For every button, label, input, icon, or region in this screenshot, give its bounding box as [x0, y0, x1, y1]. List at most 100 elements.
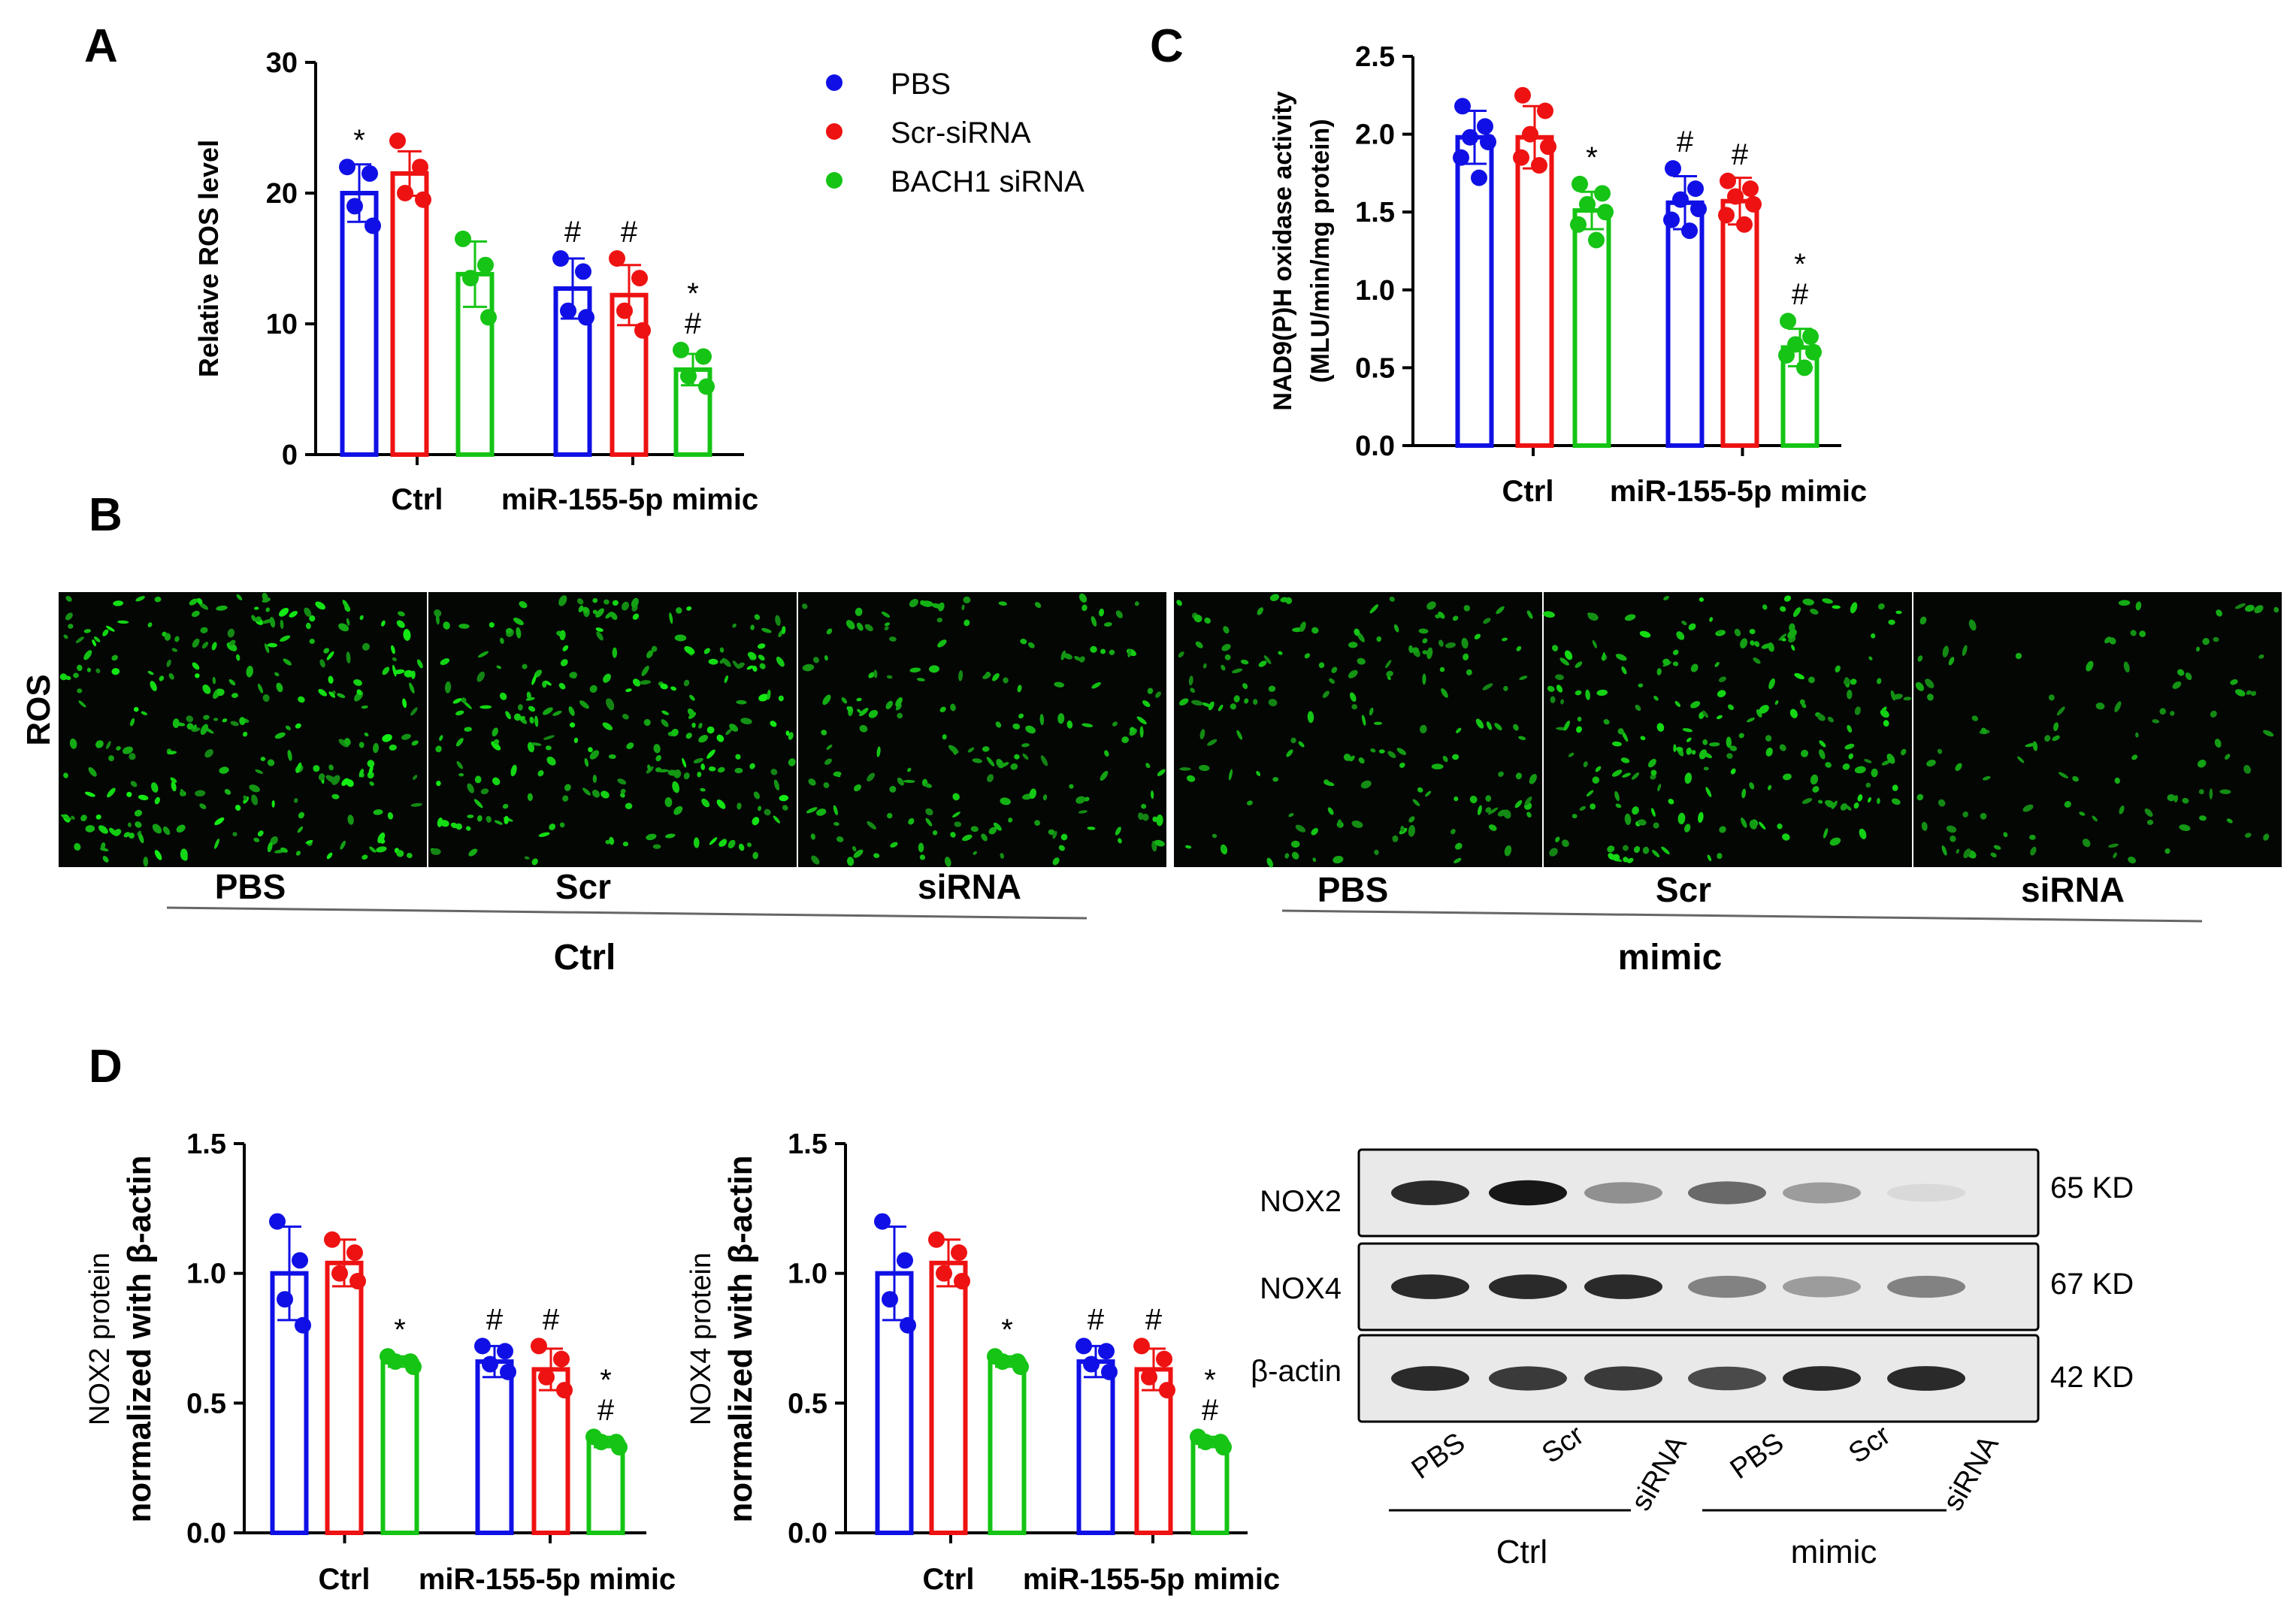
bar-pbs-1 — [1455, 134, 1494, 449]
significance-mark: # — [1732, 138, 1749, 171]
cell-signal — [134, 809, 143, 817]
cell-signal — [1134, 601, 1139, 606]
cell-signal — [280, 635, 291, 642]
cell-signal — [812, 657, 819, 663]
cell-signal — [683, 772, 690, 780]
cell-signal — [691, 722, 696, 728]
cell-signal — [664, 797, 673, 808]
cell-signal — [754, 614, 761, 620]
cell-signal — [78, 700, 86, 708]
cell-signal — [1081, 604, 1087, 612]
cell-signal — [127, 822, 132, 827]
cell-signal — [409, 682, 415, 694]
significance-mark: # — [564, 216, 582, 249]
cell-signal — [516, 627, 522, 639]
cell-signal — [1358, 757, 1365, 764]
cell-signal — [393, 669, 405, 675]
cell-signal — [2198, 789, 2204, 795]
cell-signal — [111, 668, 120, 676]
cell-signal — [1257, 607, 1264, 615]
chart-d1: 0.0 0.5 1.0 1.5 NOX2 protein normalized with … — [84, 1129, 676, 1596]
cell-signal — [1268, 699, 1278, 706]
cell-signal — [458, 624, 470, 629]
cell-signal — [1354, 628, 1360, 636]
cell-signal — [897, 777, 904, 786]
cell-signal — [77, 664, 83, 671]
western-blot: NOX2 NOX4 β-actin 65 KD 67 KD 42 KD PBS … — [1251, 1148, 2134, 1570]
cell-signal — [1240, 659, 1249, 665]
cell-signal — [216, 688, 225, 697]
cell-signal — [1266, 857, 1273, 868]
cell-signal — [228, 679, 236, 686]
cell-signal — [1256, 770, 1261, 776]
cell-signal — [2219, 789, 2231, 794]
cell-signal — [2146, 819, 2154, 825]
cell-signal — [1549, 848, 1558, 857]
cell-signal — [192, 662, 200, 670]
cell-signal — [653, 744, 661, 754]
cell-signal — [746, 842, 752, 848]
cell-signal — [996, 759, 1004, 769]
cell-signal — [1672, 661, 1679, 666]
cell-signal — [1892, 784, 1898, 791]
micrograph-label-2: Scr — [555, 867, 611, 906]
cell-signal — [260, 757, 266, 761]
cell-signal — [706, 749, 715, 759]
cell-signal — [1422, 650, 1428, 654]
cell-signal — [852, 845, 857, 852]
cell-signal — [191, 610, 200, 618]
cell-signal — [1502, 637, 1508, 642]
cell-signal — [1623, 857, 1629, 863]
cell-signal — [147, 622, 153, 627]
cell-signal — [401, 733, 411, 740]
cell-signal — [1408, 816, 1415, 823]
cell-signal — [683, 679, 690, 687]
cell-signal — [271, 799, 275, 808]
cell-signal — [1142, 700, 1151, 708]
cell-signal — [1487, 807, 1499, 815]
cell-signal — [1343, 754, 1351, 761]
cell-signal — [632, 679, 641, 687]
y-tick-label: 0 — [282, 440, 298, 471]
cell-signal — [373, 809, 383, 815]
cell-signal — [1463, 653, 1469, 660]
cell-signal — [2025, 742, 2036, 748]
data-point-pbs — [1690, 201, 1707, 218]
cell-signal — [2048, 694, 2055, 701]
cell-signal — [737, 802, 742, 810]
cell-signal — [135, 821, 142, 828]
cell-signal — [1201, 702, 1212, 708]
cell-signal — [85, 791, 95, 797]
cell-signal — [2131, 754, 2138, 760]
cell-signal — [315, 601, 325, 610]
cell-signal — [1551, 645, 1559, 651]
cell-signal — [1488, 824, 1497, 831]
cell-signal — [68, 624, 74, 629]
cell-signal — [304, 607, 312, 617]
cell-signal — [298, 696, 305, 703]
cell-signal — [203, 715, 210, 720]
chart-c: 0.0 0.5 1.0 1.5 2.0 2.5 NAD9(P)H oxidase activ… — [1269, 41, 1867, 508]
cell-signal — [1455, 727, 1462, 733]
cell-signal — [305, 622, 311, 630]
cell-signal — [1295, 824, 1306, 833]
cell-signal — [821, 730, 827, 736]
data-point-pbs — [1672, 191, 1689, 208]
blot-lane-label-3: siRNA — [1626, 1430, 1694, 1516]
data-point-scr-sirna — [397, 185, 413, 201]
cell-signal — [305, 839, 313, 845]
cell-signal — [477, 651, 489, 658]
cell-signal — [750, 624, 755, 630]
cell-signal — [810, 833, 815, 840]
cell-signal — [1890, 690, 1896, 701]
data-point-scr-sirna — [1156, 1350, 1172, 1368]
panel-label-a: A — [84, 20, 118, 72]
cell-signal — [328, 691, 336, 698]
cell-signal — [2230, 679, 2238, 685]
cell-signal — [95, 740, 104, 748]
bar-pbs-2 — [1076, 1359, 1115, 1535]
cell-signal — [1799, 699, 1805, 705]
cell-signal — [1486, 721, 1493, 730]
cell-signal — [73, 672, 79, 679]
cell-signal — [1677, 812, 1686, 825]
